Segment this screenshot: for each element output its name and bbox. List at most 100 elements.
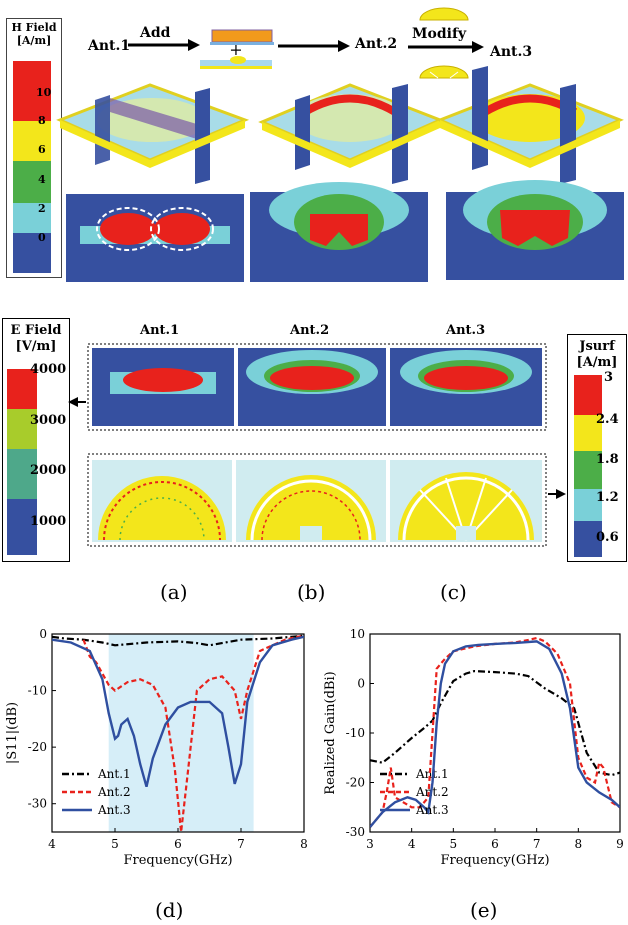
j-legend-cyan (574, 489, 602, 521)
j-tick-3: 3 (604, 370, 614, 385)
h-field-section-3 (446, 180, 624, 280)
arrow-to-jsurf-legend (548, 489, 566, 499)
j-legend-red (574, 375, 602, 415)
j-tick-1.8: 1.8 (596, 452, 619, 467)
add-label: Add (140, 25, 171, 41)
ant3-label: Ant.3 (490, 44, 533, 60)
y-tick-label: -30 (28, 797, 47, 811)
y-axis-label: Realized Gain(dBi) (323, 671, 338, 794)
e-field-panel-frame (87, 343, 547, 431)
h-field-title: H Field [A/m] (11, 21, 57, 47)
series-line-ant1 (370, 669, 620, 777)
legend-label: Ant.1 (97, 767, 131, 781)
antenna-3d-1 (56, 83, 250, 184)
e-field-title: E Field [V/m] (10, 323, 62, 354)
arrow-modify (408, 41, 484, 53)
modify-icons (419, 7, 469, 79)
x-tick-label: 5 (450, 837, 458, 851)
e-tick-2000: 2000 (30, 463, 67, 478)
h-legend-yellow (13, 121, 51, 161)
h-legend-red (13, 61, 51, 121)
jsurf-title: Jsurf [A/m] (576, 339, 618, 370)
legend-label: Ant.1 (415, 767, 449, 781)
y-axis-label: |S11|(dB) (5, 702, 20, 764)
x-tick-label: 6 (491, 837, 499, 851)
h-tick-4: 4 (38, 173, 46, 186)
e-field-legend: E Field [V/m] (2, 318, 70, 562)
e-legend-red (7, 369, 37, 409)
jsurf-section-3 (390, 460, 542, 542)
series-line-ant3 (370, 640, 620, 828)
x-tick-label: 4 (408, 837, 416, 851)
antenna-3d-3 (436, 66, 624, 184)
legend-label: Ant.3 (415, 803, 449, 817)
e-legend-teal (7, 449, 37, 499)
arrow-add (128, 39, 200, 51)
modify-label: Modify (412, 26, 467, 42)
x-axis-label: Frequency(GHz) (123, 853, 232, 868)
x-axis-label: Frequency(GHz) (440, 853, 549, 868)
caption-a: (a) (160, 580, 188, 604)
legend-label: Ant.2 (97, 785, 131, 799)
jsurf-legend: Jsurf [A/m] (567, 334, 627, 562)
s11-chart: 4 5 6 7 8 0 -10 -20 -30 Frequency(GHz) |S11|(dB) An… (5, 627, 308, 868)
j-tick-0.6: 0.6 (596, 530, 619, 545)
h-field-section-2 (250, 182, 428, 282)
y-tick-label: -10 (28, 684, 47, 698)
arrow-ant2 (278, 40, 350, 52)
h-tick-0: 0 (38, 231, 46, 244)
e-tick-3000: 3000 (30, 413, 67, 428)
x-tick-label: 6 (174, 837, 182, 851)
e-legend-lime (7, 409, 37, 449)
x-tick-label: 8 (575, 837, 583, 851)
j-legend-blue (574, 521, 602, 557)
col-label-ant2: Ant.2 (290, 323, 330, 338)
x-tick-label: 9 (616, 837, 624, 851)
x-tick-label: 7 (237, 837, 245, 851)
antenna-3d-2 (258, 83, 444, 184)
h-field-legend: H Field [A/m] (6, 18, 62, 278)
e-field-section-3 (390, 348, 542, 426)
y-tick-label: -20 (346, 776, 365, 790)
col-label-ant3: Ant.3 (446, 323, 486, 338)
y-tick-label: -20 (28, 740, 47, 754)
e-tick-1000: 1000 (30, 514, 67, 529)
e-field-section-2 (238, 348, 386, 426)
jsurf-section-2 (236, 460, 386, 542)
x-tick-label: 4 (48, 837, 56, 851)
x-tick-label: 3 (366, 837, 374, 851)
x-tick-label: 8 (300, 837, 308, 851)
caption-b: (b) (297, 580, 326, 604)
col-label-ant1: Ant.1 (140, 323, 180, 338)
plot-frame (369, 633, 621, 833)
e-tick-4000: 4000 (30, 362, 67, 377)
h-tick-10: 10 (36, 86, 52, 99)
h-legend-green (13, 161, 51, 203)
j-legend-green (574, 451, 602, 489)
y-tick-label: 0 (357, 677, 365, 691)
arrow-to-e-legend (68, 397, 86, 407)
y-tick-label: 0 (39, 627, 47, 641)
caption-e: (e) (470, 898, 498, 922)
plus-sign: + (229, 40, 242, 59)
y-tick-label: 10 (350, 627, 365, 641)
x-tick-label: 7 (533, 837, 541, 851)
jsurf-panel-frame (87, 453, 547, 547)
series-line-ant2 (370, 636, 620, 828)
h-legend-cyan (13, 203, 51, 233)
j-tick-1.2: 1.2 (596, 490, 619, 505)
caption-d: (d) (155, 898, 184, 922)
added-layer-icon (200, 29, 274, 69)
h-tick-2: 2 (38, 202, 46, 215)
legend-label: Ant.3 (97, 803, 131, 817)
h-tick-6: 6 (38, 143, 46, 156)
top-diagram: + (56, 7, 624, 282)
series-line-ant2 (82, 634, 304, 832)
y-tick-label: -10 (346, 726, 365, 740)
ant1-label: Ant.1 (88, 38, 131, 54)
gain-chart: 3 4 5 6 7 8 9 10 0 -10 -20 -30 Frequency(GHz) Realize… (323, 627, 624, 868)
j-tick-2.4: 2.4 (596, 412, 619, 427)
e-legend-blue (7, 499, 37, 555)
e-field-section-1 (92, 348, 234, 426)
j-legend-yellow (574, 415, 602, 451)
